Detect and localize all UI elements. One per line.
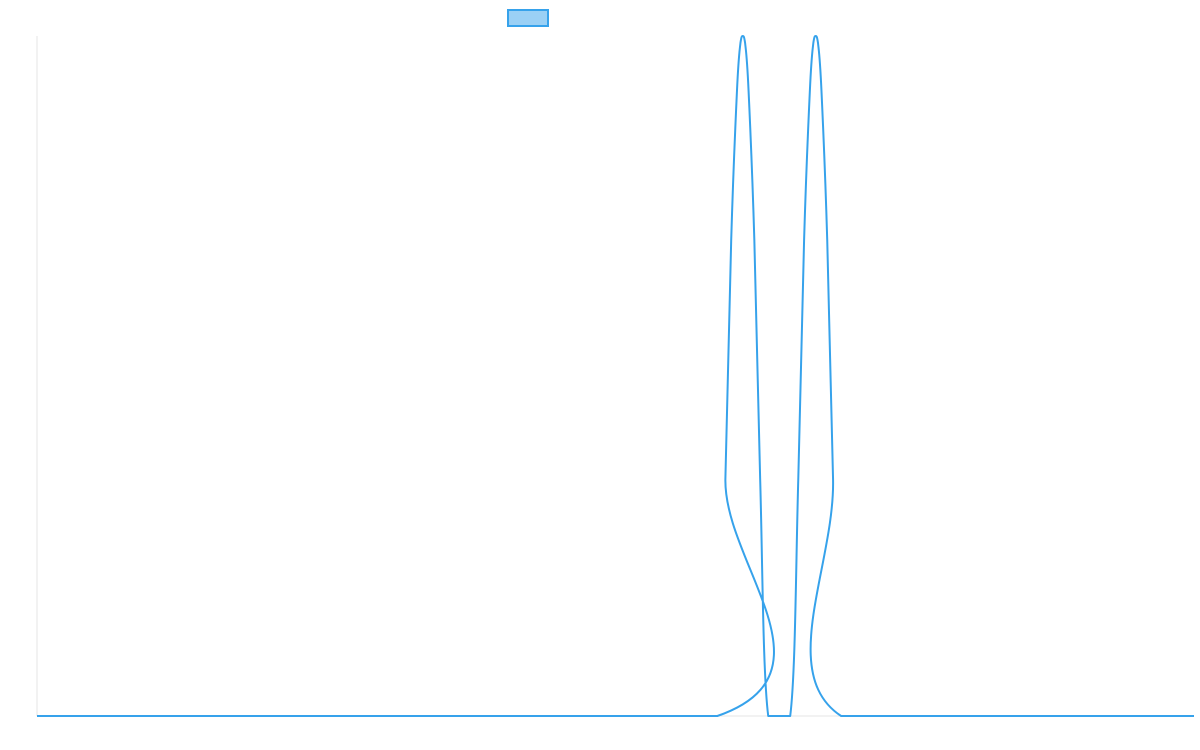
- axes: [36, 36, 1194, 717]
- legend[interactable]: [507, 9, 549, 27]
- legend-swatch[interactable]: [507, 9, 549, 27]
- series-line-0: [37, 35, 1194, 718]
- series-layer: [37, 35, 1194, 718]
